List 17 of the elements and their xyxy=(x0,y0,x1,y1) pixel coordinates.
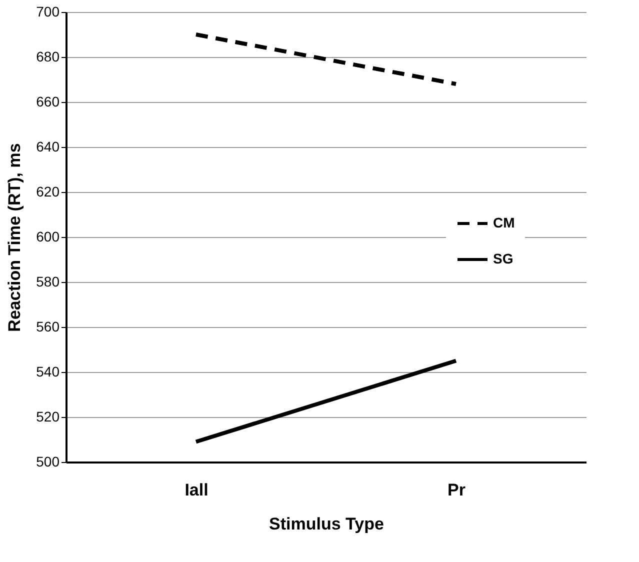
y-tick-label: 680 xyxy=(36,48,60,64)
y-tick-label: 520 xyxy=(36,408,60,424)
x-axis-title: Stimulus Type xyxy=(269,514,384,534)
y-tick-label: 660 xyxy=(36,94,60,110)
y-tick-label: 540 xyxy=(36,364,60,380)
y-tick-label: 640 xyxy=(36,138,60,154)
y-tick-label: 700 xyxy=(36,4,60,20)
y-axis-title: Reaction Time (RT), ms xyxy=(5,143,24,332)
x-tick-label: Pr xyxy=(448,480,466,500)
legend-label: SG xyxy=(493,250,514,266)
y-tick-label: 600 xyxy=(36,228,60,244)
y-tick-label: 500 xyxy=(36,454,60,470)
x-tick-label: Iall xyxy=(184,480,208,500)
y-tick-label: 620 xyxy=(36,184,60,200)
legend-label: CM xyxy=(493,214,515,230)
y-tick-label: 580 xyxy=(36,274,60,290)
y-tick-label: 560 xyxy=(36,318,60,334)
